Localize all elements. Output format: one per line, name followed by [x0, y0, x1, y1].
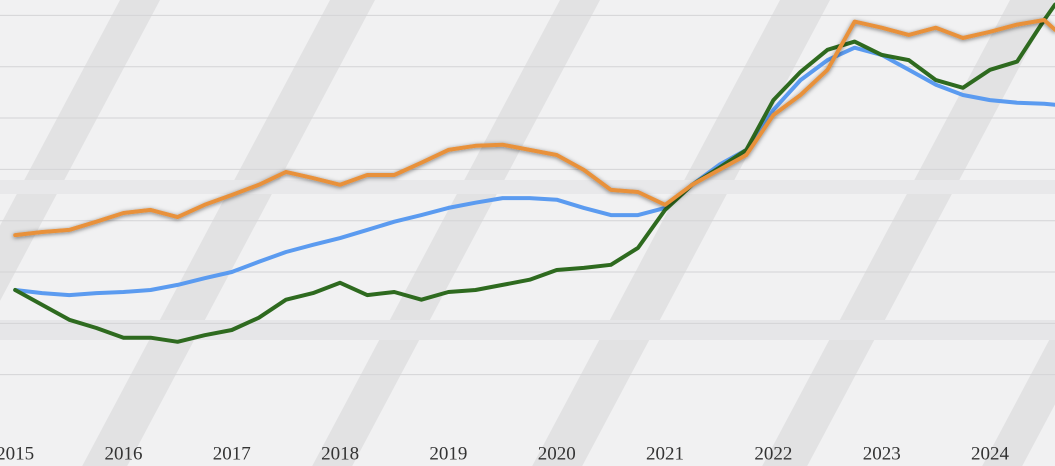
x-tick-label: 2017	[213, 443, 251, 464]
x-tick-label: 2024	[971, 443, 1010, 464]
x-tick-label: 2015	[0, 443, 34, 464]
background	[0, 0, 1055, 466]
x-tick-label: 2019	[429, 443, 467, 464]
x-tick-label: 2021	[646, 443, 684, 464]
x-tick-label: 2022	[754, 443, 792, 464]
chart: 2015 2016 2017 2018 2019 2020 2021 2022 2023 2024	[0, 0, 1055, 466]
x-tick-label: 2020	[538, 443, 576, 464]
x-tick-label: 2023	[863, 443, 901, 464]
x-tick-label: 2018	[321, 443, 359, 464]
x-tick-label: 2016	[104, 443, 142, 464]
